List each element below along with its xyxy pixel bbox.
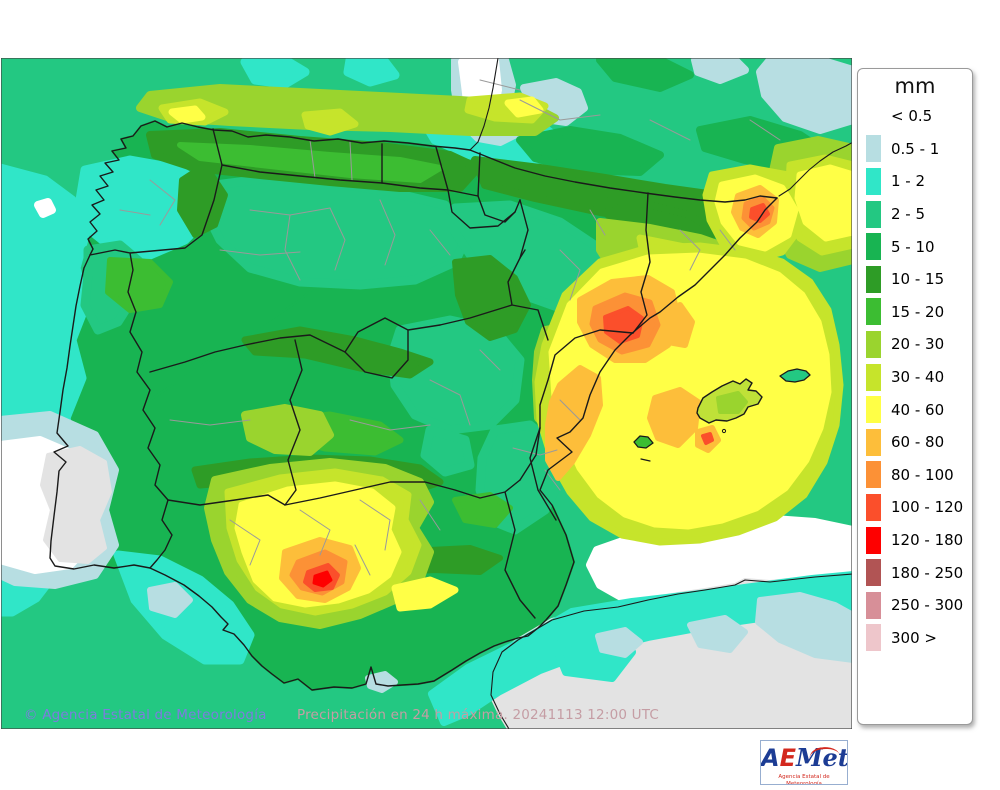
legend-row: 10 - 15 [858,263,972,296]
legend-label: 100 - 120 [891,498,964,517]
legend-label: 5 - 10 [891,237,935,256]
rain-120-180-regions [312,570,333,588]
legend-row: 120 - 180 [858,524,972,557]
legend-label: 40 - 60 [891,400,945,419]
legend-swatch [866,298,881,326]
legend-label: < 0.5 [891,107,933,126]
aemet-logo-met: Met [795,743,848,772]
legend-swatch [866,135,881,163]
legend-label: 10 - 15 [891,270,945,289]
legend-swatch [866,428,881,456]
balearic-islands [633,368,811,462]
aemet-logo-subtitle: Agencia Estatal de Meteorología [778,774,830,785]
legend-row: 80 - 100 [858,459,972,492]
legend-label: 250 - 300 [891,596,964,615]
legend-label: 80 - 100 [891,465,954,484]
legend-label: 180 - 250 [891,563,964,582]
legend-row: 15 - 20 [858,296,972,329]
legend-row: 30 - 40 [858,361,972,394]
legend-swatch [866,461,881,489]
legend-label: 20 - 30 [891,335,945,354]
aemet-logo-a: A [761,744,780,772]
legend-row: 250 - 300 [858,589,972,622]
precipitation-legend: mm < 0.5 0.5 - 1 1 - 2 2 - 5 5 - 10 10 - 15 15… [857,68,973,725]
legend-swatch [866,200,881,228]
aemet-logo: AEMet Agencia Estatal de Meteorología [760,740,848,785]
map-canvas [1,58,852,729]
legend-row: 40 - 60 [858,393,972,426]
legend-label: 300 > [891,628,937,647]
legend-swatch [866,233,881,261]
legend-label: 30 - 40 [891,368,945,387]
legend-row: 0.5 - 1 [858,133,972,166]
legend-row: 100 - 120 [858,491,972,524]
legend-label: 120 - 180 [891,531,964,550]
legend-row: 20 - 30 [858,328,972,361]
legend-row: 2 - 5 [858,198,972,231]
map-caption: Precipitación en 24 h máxima. 20241113 1… [297,707,660,723]
legend-swatch [866,591,881,619]
legend-swatch [866,526,881,554]
legend-label: 2 - 5 [891,205,926,224]
legend-row: 60 - 80 [858,426,972,459]
precipitation-map: © Agencia Estatal de Meteorología Precip… [0,57,854,785]
coastlines-borders [49,58,852,729]
legend-label: 15 - 20 [891,302,945,321]
aemet-logo-e: E [779,744,796,772]
legend-swatch [866,330,881,358]
province-borders [119,79,781,576]
legend-swatch [866,363,881,391]
legend-swatch [866,265,881,293]
legend-row: 5 - 10 [858,230,972,263]
legend-swatch [866,396,881,424]
legend-title: mm [894,74,936,98]
legend-swatch [866,167,881,195]
legend-row: 1 - 2 [858,165,972,198]
rain-05-1-se [147,582,852,693]
legend-swatch [866,559,881,587]
legend-rows: < 0.5 0.5 - 1 1 - 2 2 - 5 5 - 10 10 - 15 15 - … [858,100,972,654]
map-copyright: © Agencia Estatal de Meteorología [24,707,267,723]
legend-row: < 0.5 [858,100,972,133]
legend-label: 60 - 80 [891,433,945,452]
legend-swatch [866,493,881,521]
legend-row: 300 > [858,622,972,655]
legend-label: 1 - 2 [891,172,926,191]
aemet-logo-wordmark: AEMet [761,741,847,773]
legend-label: 0.5 - 1 [891,139,940,158]
legend-swatch [866,624,881,652]
legend-row: 180 - 250 [858,556,972,589]
